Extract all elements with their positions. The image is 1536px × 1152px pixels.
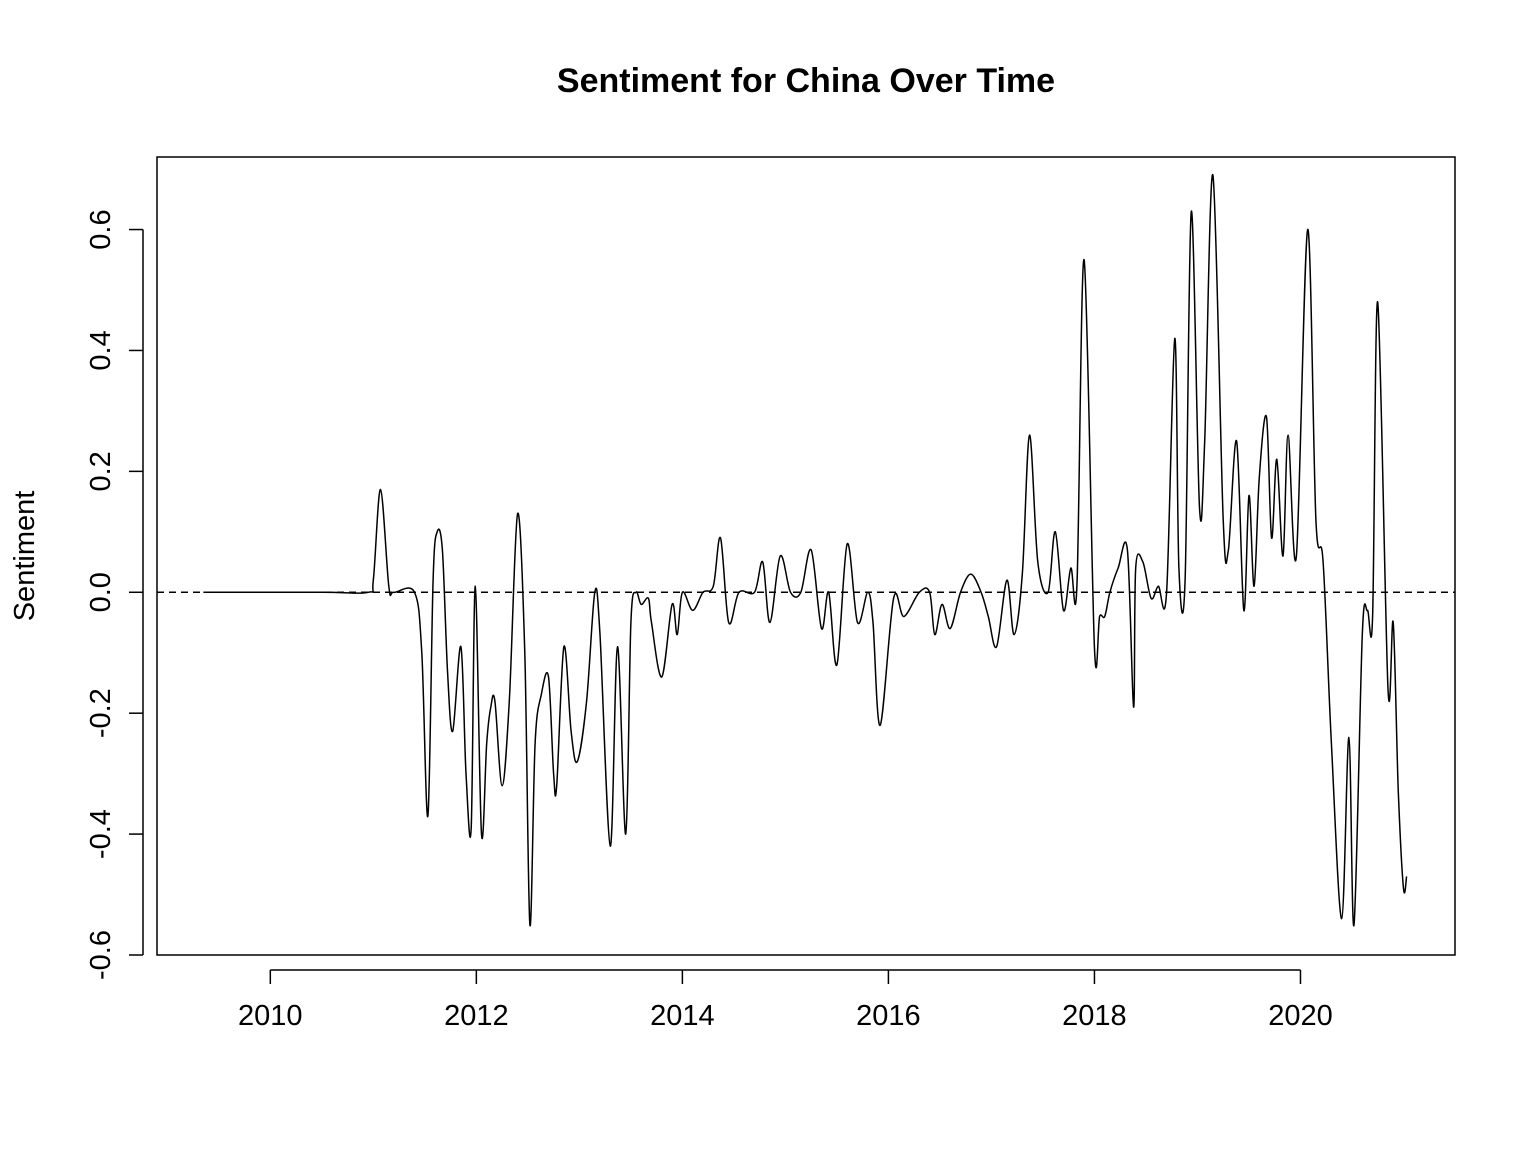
- plot-frame: [156, 156, 1456, 956]
- sentiment-series-line: [203, 174, 1408, 927]
- y-tick-label: -0.6: [85, 930, 117, 980]
- x-axis: 2010 2012 2014 2016 2018 2020: [238, 969, 1333, 1032]
- y-tick-label: 0.6: [85, 209, 117, 249]
- chart-title: Sentiment for China Over Time: [557, 62, 1055, 100]
- y-tick-label: -0.2: [85, 688, 117, 738]
- y-tick-label: 0.2: [85, 451, 117, 491]
- y-axis-label: Sentiment: [9, 491, 41, 622]
- y-axis: -0.6 -0.4 -0.2 0.0 0.2 0.4 0.6: [85, 209, 144, 980]
- x-tick-label: 2020: [1268, 1000, 1333, 1032]
- x-tick-label: 2018: [1062, 1000, 1127, 1032]
- x-tick-label: 2014: [650, 1000, 715, 1032]
- x-tick-label: 2016: [856, 1000, 921, 1032]
- y-tick-label: 0.4: [85, 330, 117, 370]
- x-tick-label: 2010: [238, 1000, 303, 1032]
- x-tick-label: 2012: [444, 1000, 509, 1032]
- y-tick-label: 0.0: [85, 572, 117, 612]
- y-tick-label: -0.4: [85, 809, 117, 859]
